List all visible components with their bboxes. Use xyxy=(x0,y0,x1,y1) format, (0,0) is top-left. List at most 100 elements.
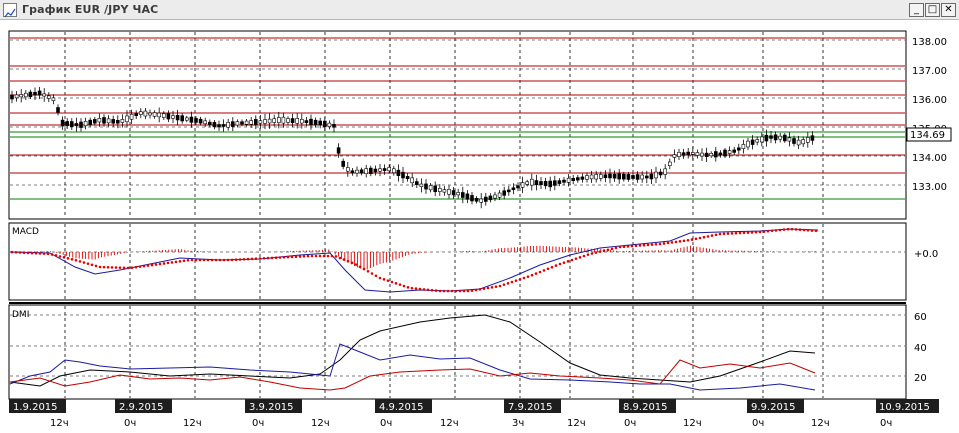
candle-body xyxy=(746,140,750,148)
candle-body xyxy=(594,174,599,180)
candle-body xyxy=(759,136,764,143)
hour-label: 12ч xyxy=(50,418,69,429)
candle-body xyxy=(598,174,603,179)
window-title: График EUR /JPY ЧАС xyxy=(22,3,159,16)
candle-body xyxy=(295,118,300,124)
candle-body xyxy=(74,123,79,127)
dmi-tick-label: 40 xyxy=(914,343,927,354)
macd-signal-dot xyxy=(174,260,178,264)
maximize-button[interactable]: □ xyxy=(925,3,940,17)
macd-signal-dot xyxy=(474,288,478,292)
chart-canvas[interactable]: 138.00 137.00 136.00 135.00 134.00 133.0… xyxy=(0,20,959,433)
candle-body xyxy=(212,122,217,128)
macd-signal-dot xyxy=(650,243,654,246)
macd-signal-dot xyxy=(338,256,342,260)
date-label: 2.9.2015 xyxy=(119,402,164,413)
candle-body xyxy=(120,119,125,123)
candle-body xyxy=(805,137,810,143)
candle-body xyxy=(286,118,290,123)
macd-signal-dot xyxy=(322,254,326,258)
macd-signal-dot xyxy=(786,227,790,231)
candle-body xyxy=(539,181,543,186)
macd-signal-dot xyxy=(566,260,570,263)
hour-label: 12ч xyxy=(440,418,459,429)
macd-signal-dot xyxy=(50,253,54,256)
macd-signal-dot xyxy=(598,250,602,253)
candle-body xyxy=(667,161,672,166)
candle-body xyxy=(488,195,493,201)
candle-body xyxy=(603,174,608,179)
macd-signal-dot xyxy=(58,255,62,258)
candle-body xyxy=(525,181,530,185)
candle-body xyxy=(166,113,171,120)
macd-signal-dot xyxy=(670,241,674,244)
candle-body xyxy=(732,149,737,153)
candle-body xyxy=(235,121,240,126)
macd-signal-dot xyxy=(270,256,274,260)
hour-label: 12ч xyxy=(567,418,586,429)
macd-signal-dot xyxy=(802,228,806,232)
macd-signal-dot xyxy=(634,244,638,248)
candle-body xyxy=(493,194,497,199)
macd-signal-dot xyxy=(486,286,490,290)
hour-axis: 12ч 0ч 12ч 0ч 12ч 0ч 12ч 3ч 12ч 0ч 12ч 0… xyxy=(50,418,892,429)
macd-signal-dot xyxy=(694,237,698,241)
candle-body xyxy=(677,151,681,157)
candle-body xyxy=(65,121,69,126)
macd-signal-dot xyxy=(778,228,782,232)
close-button[interactable]: ✕ xyxy=(941,3,956,17)
macd-signal-dot xyxy=(562,261,566,264)
macd-signal-dot xyxy=(370,272,374,275)
candle-body xyxy=(640,174,645,180)
hour-label: 0ч xyxy=(252,418,264,429)
candle-body xyxy=(649,173,654,180)
macd-signal-dot xyxy=(530,273,534,277)
macd-signal-dot xyxy=(526,275,530,278)
candle-body xyxy=(520,182,525,188)
macd-signal-dot xyxy=(350,261,354,265)
candle-body xyxy=(700,152,704,157)
macd-signal-dot xyxy=(390,280,394,284)
candle-body xyxy=(773,134,778,141)
macd-signal-dot xyxy=(602,249,606,253)
dmi-panel-frame xyxy=(8,304,907,400)
macd-signal-dot xyxy=(466,289,470,293)
candle-body xyxy=(226,121,230,128)
date-axis: 1.9.2015 2.9.2015 3.9.2015 4.9.2015 7.9.… xyxy=(9,399,939,413)
macd-signal-dot xyxy=(690,238,694,241)
macd-signal-dot xyxy=(706,235,710,238)
candle-body xyxy=(28,91,33,97)
candle-body xyxy=(364,168,369,174)
macd-signal-dot xyxy=(206,258,210,262)
macd-signal-dot xyxy=(182,259,186,263)
macd-signal-dot xyxy=(310,254,314,258)
macd-signal-dot xyxy=(306,254,310,258)
macd-signal-dot xyxy=(266,256,270,260)
candle-body xyxy=(263,119,267,124)
macd-signal-dot xyxy=(794,228,798,231)
price-tick-label: 136.00 xyxy=(912,95,947,106)
macd-signal-dot xyxy=(698,236,702,240)
macd-signal-dot xyxy=(190,258,194,262)
candle-body xyxy=(778,135,783,140)
minimize-button[interactable]: _ xyxy=(909,3,924,17)
macd-signal-dot xyxy=(438,289,442,293)
candle-body xyxy=(589,174,594,180)
candle-body xyxy=(502,190,507,196)
macd-signal-dot xyxy=(166,261,170,265)
macd-signal-dot xyxy=(238,258,242,261)
candle-body xyxy=(391,168,396,174)
candle-body xyxy=(447,189,451,195)
macd-signal-dot xyxy=(446,289,450,293)
macd-signal-dot xyxy=(574,257,578,260)
macd-signal-dot xyxy=(342,258,346,261)
chart-area[interactable]: 138.00 137.00 136.00 135.00 134.00 133.0… xyxy=(0,20,959,433)
candle-body xyxy=(51,97,56,101)
price-tick-label: 137.00 xyxy=(912,66,947,77)
macd-signal-dot xyxy=(54,254,58,257)
candle-body xyxy=(180,115,184,122)
macd-signal-dot xyxy=(110,266,114,269)
macd-signal-dot xyxy=(750,231,754,234)
title-bar: График EUR /JPY ЧАС _ □ ✕ xyxy=(0,0,959,20)
price-panel-frame xyxy=(8,30,907,220)
